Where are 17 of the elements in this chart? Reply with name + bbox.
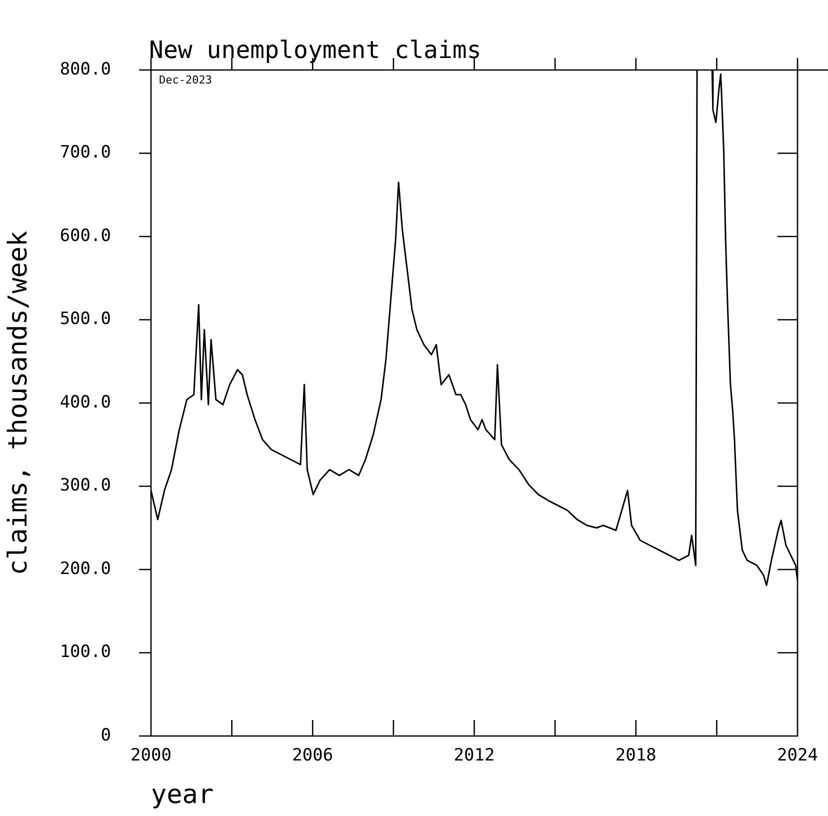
y-axis-title: claims, thousands/week	[3, 230, 34, 576]
y-tick-label: 300.0	[60, 476, 111, 496]
x-tick-label: 2012	[454, 746, 495, 766]
y-tick-label: 0	[100, 725, 111, 746]
y-tick-label: 600.0	[60, 226, 111, 246]
y-tick-label: 100.0	[60, 642, 111, 662]
x-tick-label: 2000	[130, 746, 172, 766]
annotation: Dec-2023	[159, 73, 212, 86]
y-tick-label: 800.0	[60, 59, 111, 80]
y-tick-label: 700.0	[60, 142, 111, 163]
x-tick-label: 2018	[615, 746, 656, 766]
y-tick-label: 200.0	[60, 558, 111, 579]
x-tick-label: 2006	[292, 746, 334, 766]
y-tick-label: 400.0	[60, 392, 111, 412]
y-tick-label: 500.0	[60, 309, 111, 330]
x-axis-title: year	[151, 780, 214, 810]
x-tick-label: 2024	[777, 746, 818, 766]
